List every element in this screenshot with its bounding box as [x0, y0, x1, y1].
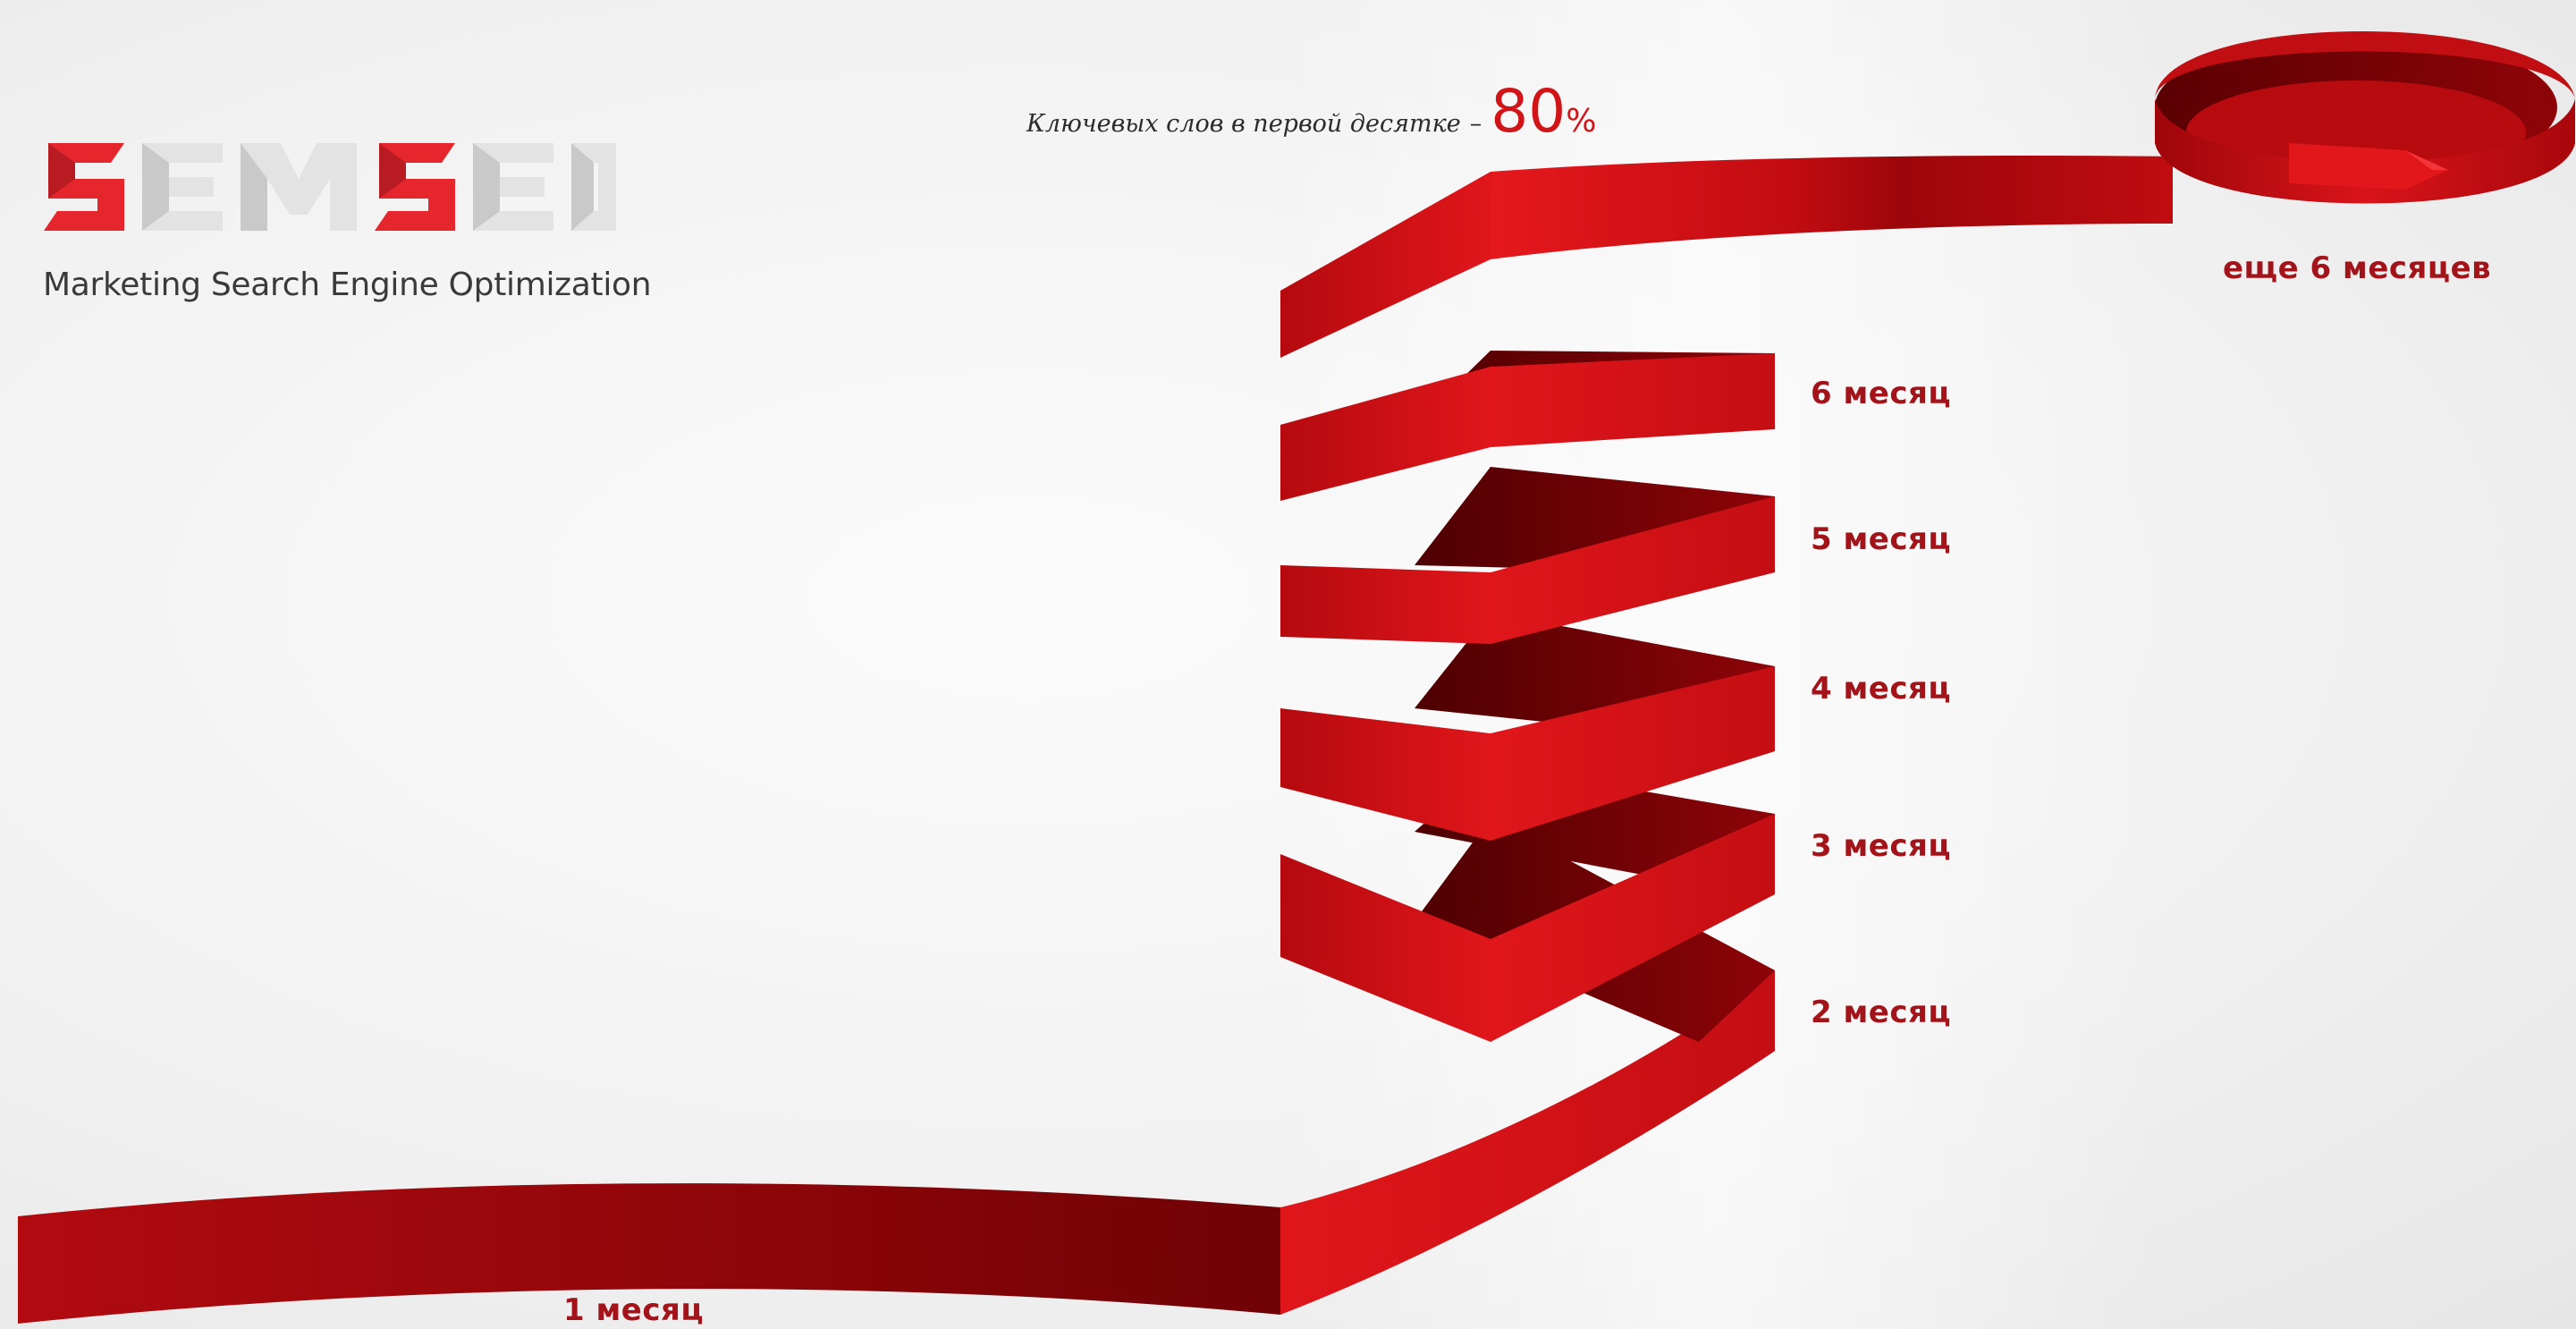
spiral-front-2 [1280, 708, 1491, 841]
ribbon-rise-to-month2 [1280, 970, 1775, 1315]
label-month3: 3 месяц [1811, 828, 1952, 864]
logo-wordmark-icon [44, 143, 616, 231]
label-more-months: еще 6 месяцев [2223, 250, 2492, 286]
headline-dash: – [1469, 110, 1482, 138]
keywords-headline: Ключевых слов в первой десятке – 80 % [1026, 82, 1596, 154]
spiral-right-1 [1491, 814, 1775, 1042]
ribbon-segment-month1 [18, 1183, 1280, 1324]
spiral-right-2 [1491, 666, 1775, 841]
spiral-front-3 [1280, 565, 1491, 644]
logo-tagline: Marketing Search Engine Optimization [43, 267, 652, 303]
headline-value: 80 [1491, 77, 1567, 146]
loop-arrow-tip-icon [2405, 150, 2448, 170]
label-month6: 6 месяц [1811, 376, 1952, 411]
loop-front-band [2155, 98, 2575, 204]
spiral-front-4 [1280, 367, 1491, 501]
ribbon-loop [2155, 31, 2575, 204]
spiral-front-1 [1280, 854, 1491, 1042]
loop-arrow-icon [2289, 143, 2448, 190]
label-month2: 2 месяц [1811, 995, 1952, 1030]
spiral-front-5 [1280, 172, 1491, 358]
label-month4: 4 месяц [1811, 671, 1952, 707]
label-month5: 5 месяц [1811, 521, 1952, 557]
semseo-logo: Marketing Search Engine Optimization [39, 134, 652, 313]
spiral-right-4 [1491, 353, 1775, 447]
ribbon-segment-top [1491, 155, 2173, 259]
spiral-right-3 [1491, 496, 1775, 644]
label-month1: 1 месяц [563, 1292, 705, 1328]
headline-unit: % [1566, 103, 1597, 140]
spiral-front-faces [1280, 172, 1775, 1042]
headline-text: Ключевых слов в первой десятке [1026, 110, 1461, 138]
loop-back-band [2155, 31, 2575, 98]
